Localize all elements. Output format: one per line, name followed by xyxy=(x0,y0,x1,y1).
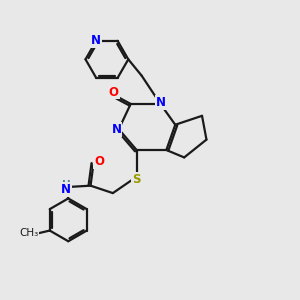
Text: N: N xyxy=(111,123,122,136)
Text: S: S xyxy=(132,172,141,186)
Text: CH₃: CH₃ xyxy=(19,228,39,238)
Text: O: O xyxy=(94,155,104,168)
Text: H: H xyxy=(61,180,70,190)
Text: N: N xyxy=(61,183,71,196)
Text: O: O xyxy=(109,85,119,98)
Text: N: N xyxy=(156,96,166,109)
Text: N: N xyxy=(91,34,101,47)
